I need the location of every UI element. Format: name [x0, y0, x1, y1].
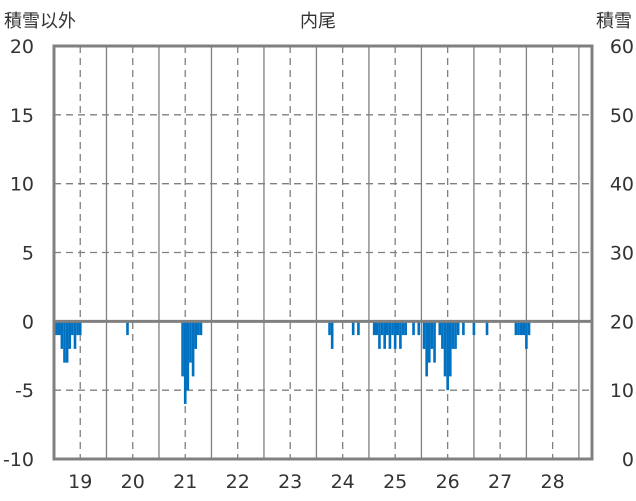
bar	[522, 321, 526, 336]
right-axis-label: 積雪	[596, 11, 632, 32]
right-tick-label: 60	[610, 36, 634, 58]
bar	[194, 321, 198, 349]
bar	[378, 321, 381, 349]
bar	[68, 321, 72, 349]
bar	[186, 321, 190, 391]
bar	[456, 321, 460, 336]
bar	[375, 321, 379, 336]
x-tick-label: 28	[541, 471, 565, 493]
bar	[517, 321, 520, 336]
bar	[472, 321, 476, 336]
bar	[126, 321, 129, 336]
right-tick-label: 40	[610, 174, 634, 196]
bar	[328, 321, 331, 336]
bar	[385, 321, 389, 336]
bar	[57, 321, 61, 336]
bar	[388, 321, 392, 349]
bar	[189, 321, 192, 363]
bar	[438, 321, 442, 336]
bar	[514, 321, 518, 336]
right-tick-label: 20	[610, 311, 634, 333]
bar	[401, 321, 405, 336]
left-tick-label: 15	[10, 105, 34, 127]
plot-frame	[52, 44, 594, 461]
bar	[65, 321, 69, 363]
bar	[451, 321, 455, 349]
bar	[462, 321, 465, 336]
right-tick-label: 30	[610, 243, 634, 265]
bar	[73, 321, 77, 349]
bar	[199, 321, 203, 336]
left-axis-label: 積雪以外	[4, 11, 76, 32]
bar	[443, 321, 447, 377]
x-tick-labels: 19 20 21 22 23 24 25 26 27 28	[68, 471, 565, 493]
bar	[357, 321, 360, 336]
bar	[330, 321, 334, 349]
bar	[519, 321, 523, 336]
bar	[427, 321, 431, 363]
bar	[55, 321, 58, 336]
bar	[441, 321, 444, 349]
bar	[430, 321, 434, 349]
bars	[55, 321, 531, 404]
bar	[412, 321, 415, 336]
x-tick-label: 19	[68, 471, 92, 493]
right-tick-labels: 60 50 40 30 20 10 0	[610, 36, 634, 471]
grid-lines	[54, 45, 592, 460]
bar	[446, 321, 449, 391]
x-tick-label: 22	[226, 471, 250, 493]
right-tick-label: 50	[610, 105, 634, 127]
left-tick-label: 10	[10, 174, 34, 196]
x-tick-label: 24	[331, 471, 355, 493]
x-tick-label: 23	[278, 471, 302, 493]
right-tick-label: 10	[610, 380, 634, 402]
bar	[404, 321, 407, 336]
bar	[527, 321, 531, 336]
bar	[380, 321, 384, 336]
bar	[191, 321, 195, 377]
bar	[60, 321, 64, 349]
bar	[396, 321, 400, 336]
bar	[372, 321, 376, 336]
bar	[425, 321, 428, 377]
left-tick-label: 0	[22, 311, 34, 333]
bar	[485, 321, 489, 336]
bar	[181, 321, 184, 377]
bar	[399, 321, 402, 349]
chart-title: 内尾	[300, 11, 336, 32]
bar	[417, 321, 421, 336]
x-tick-label: 20	[121, 471, 145, 493]
left-tick-label: 20	[10, 36, 34, 58]
bar	[383, 321, 386, 349]
bar	[183, 321, 187, 404]
bar	[351, 321, 355, 336]
bar	[76, 321, 79, 336]
bar	[391, 321, 394, 336]
bar	[448, 321, 452, 377]
bar	[454, 321, 457, 349]
right-tick-label: 0	[622, 449, 634, 471]
x-tick-label: 26	[436, 471, 460, 493]
x-tick-label: 25	[383, 471, 407, 493]
left-tick-label: 5	[22, 243, 34, 265]
left-tick-label: -5	[15, 380, 34, 402]
bar	[422, 321, 426, 349]
x-tick-label: 21	[173, 471, 197, 493]
bar	[525, 321, 528, 349]
bar	[63, 321, 66, 363]
x-tick-label: 27	[488, 471, 512, 493]
bar	[78, 321, 82, 336]
bar	[197, 321, 200, 336]
left-tick-label: -10	[3, 449, 34, 471]
bar	[433, 321, 436, 363]
bar	[393, 321, 397, 349]
bar	[71, 321, 74, 336]
left-tick-labels: 20 15 10 5 0 -5 -10	[3, 36, 34, 471]
